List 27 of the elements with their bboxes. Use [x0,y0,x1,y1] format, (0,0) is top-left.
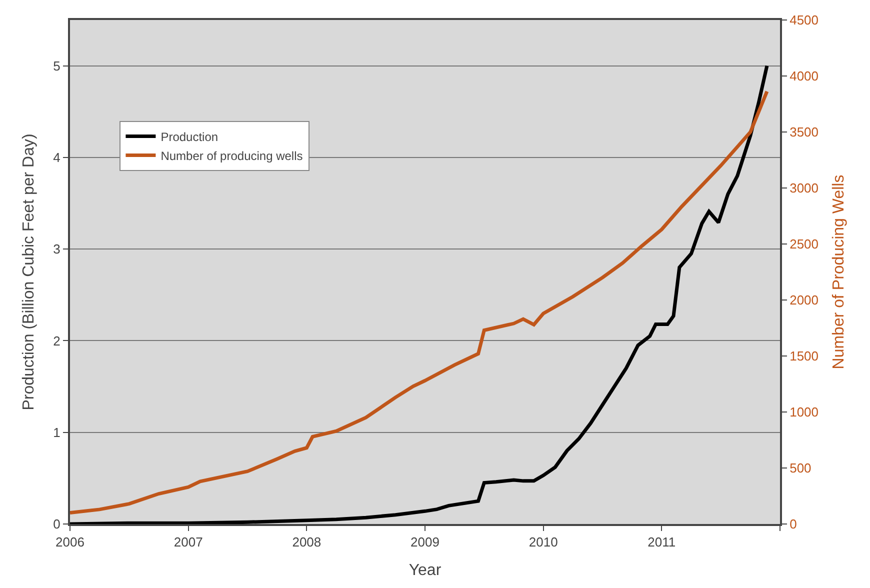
x-tick-label: 2011 [648,534,676,550]
y-tick-label: 3 [53,242,60,257]
y-tick-label: 4 [53,150,60,165]
y2-tick-label: 1000 [790,404,819,420]
x-axis-title: Year [408,562,442,579]
x-tick-label: 2010 [528,534,558,550]
legend-label: Production [160,130,218,144]
x-tick-label: 2009 [410,534,440,550]
y2-tick-label: 3500 [790,124,819,140]
y-tick-label: 5 [53,58,60,74]
y-tick-label: 2 [53,333,60,348]
x-tick-label: 2006 [56,534,84,550]
y2-tick-label: 1500 [790,348,819,364]
y-tick-label: 0 [53,516,60,532]
y2-tick-label: 3000 [790,180,819,196]
x-tick-label: 2008 [292,534,322,550]
x-tick-label: 2007 [174,534,203,550]
y-tick-label: 1 [53,424,60,440]
y2-tick-label: 4500 [790,12,819,28]
y2-tick-label: 2500 [790,236,819,252]
y-axis-title: Production (Billion Cubic Feet per Day) [20,134,38,410]
y2-tick-label: 4000 [790,68,819,84]
y2-tick-label: 500 [790,460,812,476]
legend-label: Number of producing wells [160,148,303,163]
y2-tick-label: 2000 [790,292,819,308]
y2-axis-title: Number of Producing Wells [830,174,848,370]
y2-tick-label: 0 [790,516,797,532]
